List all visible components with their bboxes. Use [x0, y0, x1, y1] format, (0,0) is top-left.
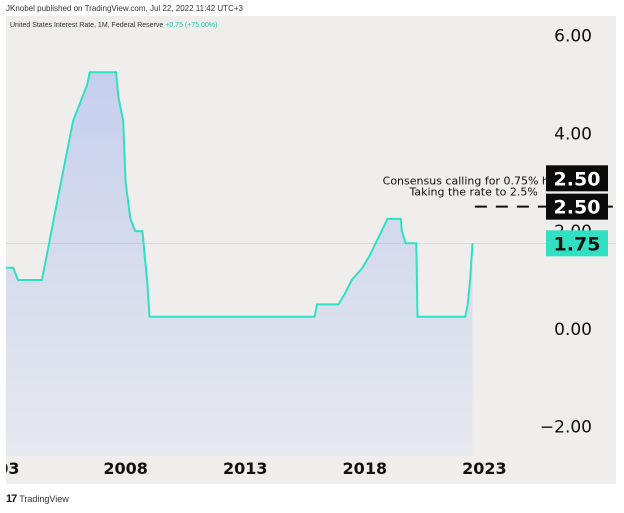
y-tick-label: 6.00	[554, 27, 592, 47]
projected-value-badge-upper: 2.50	[554, 168, 601, 190]
x-tick-label: 03	[6, 459, 20, 478]
x-tick-label: 2008	[103, 459, 148, 478]
annotation-line-1: Consensus calling for 0.75% hike	[383, 175, 565, 188]
tradingview-footer: 17 TradingView	[6, 493, 69, 505]
chart-legend: United States Interest Rate, 1M, Federal…	[10, 22, 217, 29]
annotation-line-2: Taking the rate to 2.5%	[408, 186, 537, 199]
series-line	[6, 71, 474, 318]
projected-value-badge-upper-bg	[546, 165, 608, 192]
tradingview-brand: TradingView	[19, 494, 69, 504]
series-area	[6, 72, 473, 456]
y-tick-label: 4.00	[554, 124, 592, 144]
y-tick-label: −2.00	[540, 418, 592, 438]
projected-value-badge-bg	[546, 193, 608, 220]
tradingview-logo-icon: 17	[6, 493, 17, 505]
x-tick-label: 2013	[223, 459, 268, 478]
legend-change: +0.75 (+75.00%)	[165, 22, 218, 29]
projected-value-badge: 2.50	[554, 197, 601, 219]
legend-symbol: United States Interest Rate, 1M, Federal…	[10, 22, 164, 29]
last-value-badge: 1.75	[554, 233, 601, 255]
y-tick-label: 0.00	[554, 320, 592, 340]
publish-info: JKnobel published on TradingView.com, Ju…	[6, 4, 243, 13]
chart-panel[interactable]: United States Interest Rate, 1M, Federal…	[6, 16, 616, 484]
x-tick-label: 2018	[343, 459, 388, 478]
last-value-badge-bg	[546, 230, 608, 257]
x-tick-label: 2023	[462, 459, 507, 478]
